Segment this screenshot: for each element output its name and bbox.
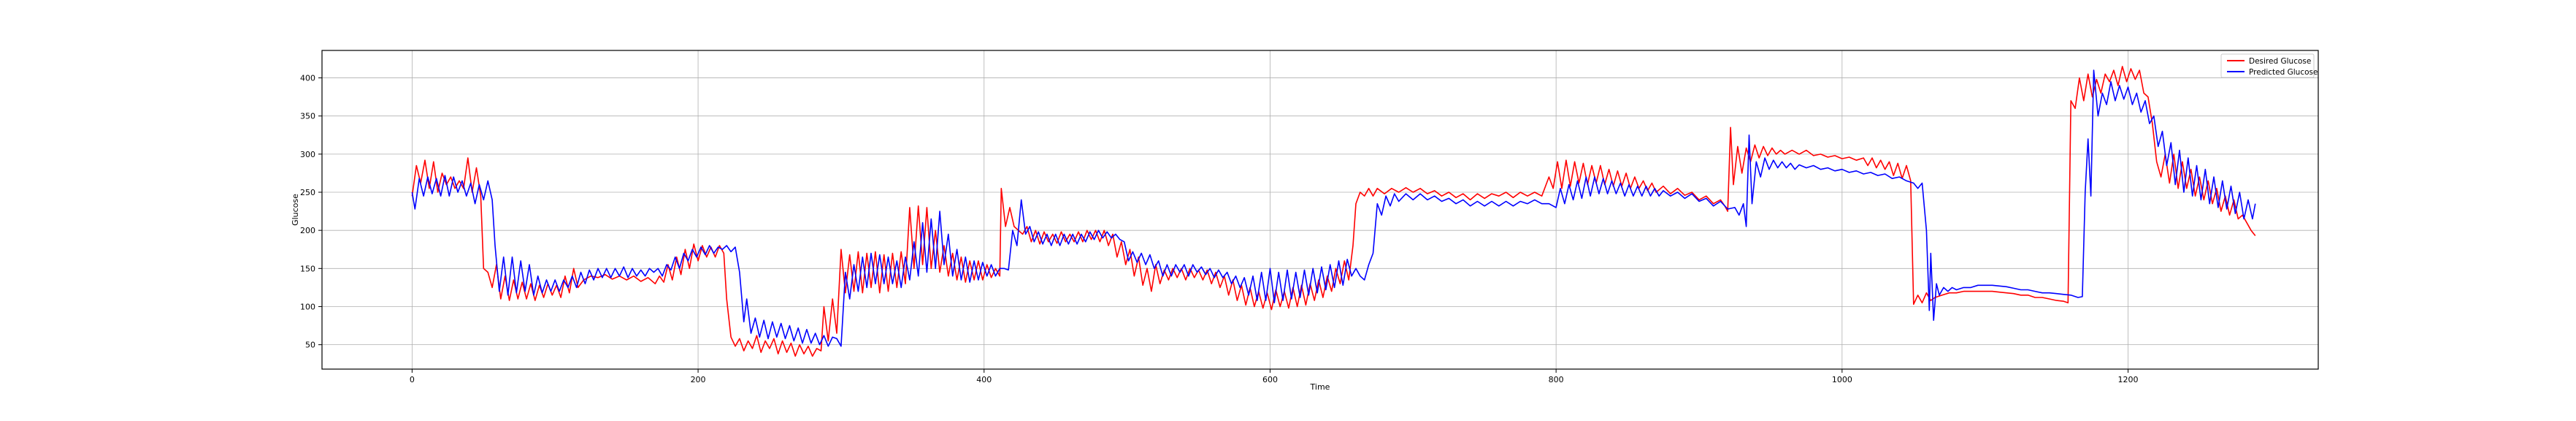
series-layer (411, 66, 2256, 357)
ticks: 0 200 400 600 800 1000 1200 50 100 150 200 250 300 35… (300, 74, 2139, 384)
y-tick-label: 400 (300, 74, 315, 83)
legend-label-desired: Desired Glucose (2249, 57, 2311, 66)
x-tick-label: 400 (976, 375, 992, 384)
y-tick-label: 350 (300, 112, 315, 121)
x-tick-label: 800 (1549, 375, 1564, 384)
x-axis-label: Time (1310, 382, 1330, 392)
x-tick-label: 200 (691, 375, 706, 384)
y-tick-label: 150 (300, 264, 315, 273)
y-tick-label: 100 (300, 302, 315, 311)
y-tick-label: 250 (300, 188, 315, 197)
series-line-predicted-glucose (411, 69, 2256, 347)
y-tick-label: 50 (305, 341, 315, 350)
legend: Desired Glucose Predicted Glucose (2220, 53, 2318, 78)
plot-area-frame (321, 50, 2319, 370)
x-tick-label: 0 (410, 375, 415, 384)
y-axis-label: Glucose (291, 194, 300, 226)
x-tick-label: 1000 (1832, 375, 1852, 384)
legend-label-predicted: Predicted Glucose (2249, 68, 2318, 77)
y-tick-label: 200 (300, 226, 315, 235)
x-tick-label: 1200 (2118, 375, 2139, 384)
plot-area-background (322, 50, 2318, 369)
grid (322, 50, 2318, 369)
y-tick-label: 300 (300, 150, 315, 159)
x-tick-label: 600 (1262, 375, 1278, 384)
